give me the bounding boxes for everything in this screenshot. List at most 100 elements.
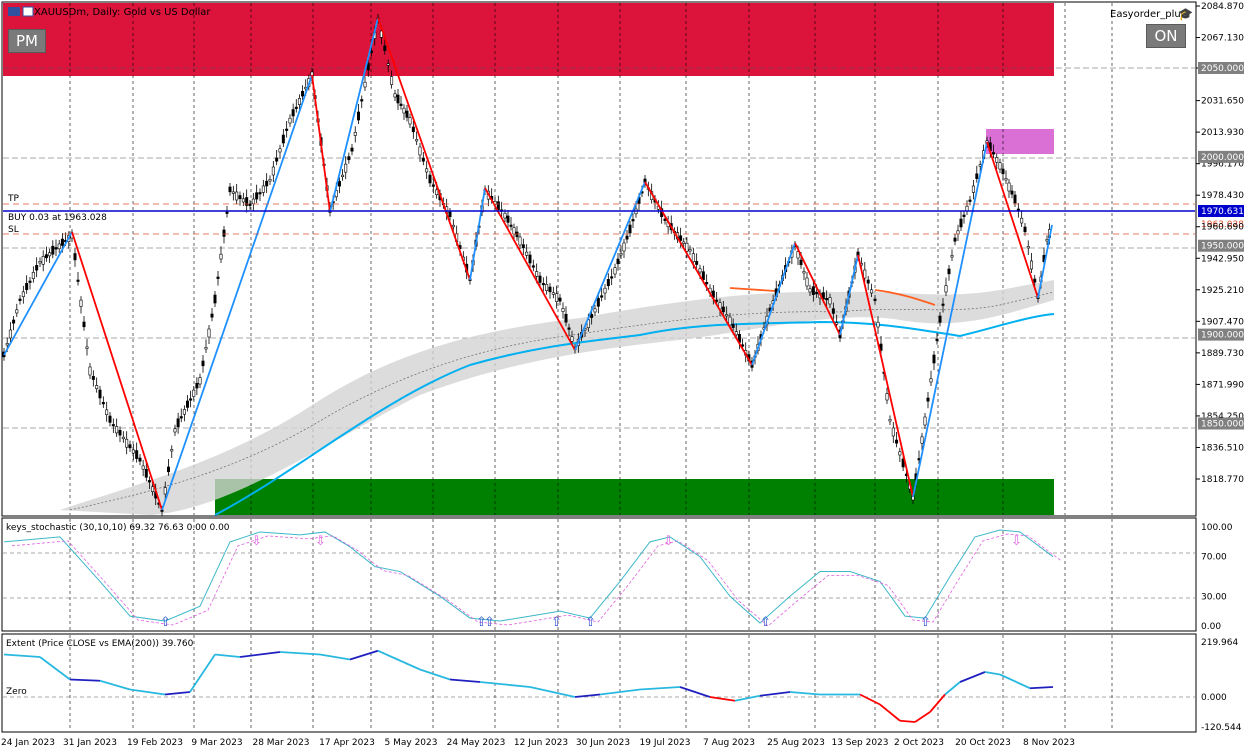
candle-body (503, 212, 507, 219)
candle-body (248, 203, 252, 206)
window-icon (22, 6, 34, 17)
candle-body (725, 314, 729, 317)
extent-segment (944, 681, 961, 696)
candle-body (895, 439, 899, 444)
candle-body (616, 258, 620, 265)
candle-body (261, 185, 265, 193)
candle-body (31, 271, 35, 279)
level-price-tag-text: 2050.000 (1201, 64, 1244, 74)
candle-body (1010, 190, 1014, 195)
candle-body (496, 201, 500, 210)
candle-body (341, 174, 345, 178)
candle-body (885, 393, 889, 401)
extent-segment (914, 711, 931, 723)
zigzag-segment (161, 74, 313, 511)
candle-body (125, 438, 129, 448)
candle-body (379, 30, 383, 38)
extent-segment (679, 686, 711, 698)
pm-button[interactable]: PM (8, 29, 46, 53)
candle-body (531, 265, 535, 268)
envelope-mid (69, 291, 1055, 511)
candle-body (411, 126, 415, 133)
level-price-tag (1198, 239, 1244, 252)
extent-segment (859, 693, 881, 706)
date-tick-label: 9 Mar 2023 (191, 738, 242, 748)
price-tick-label: 1925.210 (1201, 286, 1244, 296)
candle-body (144, 468, 148, 478)
candle-body (399, 103, 403, 106)
candle-body (8, 329, 12, 339)
candle-body (538, 275, 542, 283)
sl-price-tag-text: 1963.028 (1201, 220, 1244, 230)
candle-body (631, 219, 635, 222)
candle-body (131, 449, 135, 454)
extent-segment (39, 656, 71, 681)
expert-hat-icon: 🎓 (1178, 7, 1193, 21)
candle-body (1045, 239, 1049, 242)
candle-body (431, 184, 435, 187)
arrow-up-icon: ⇧ (551, 615, 562, 630)
price-tick-label: 1854.250 (1201, 412, 1244, 422)
candle-body (285, 128, 289, 131)
candle-body (353, 132, 357, 136)
buy-label: BUY 0.03 at 1963.028 (8, 213, 107, 223)
candle-body (808, 288, 812, 293)
candle-body (91, 376, 95, 380)
candle-body (698, 268, 702, 273)
extent-segment (599, 688, 641, 696)
extent-segment (789, 691, 821, 696)
extent-segment (279, 651, 321, 656)
extent-segment (984, 671, 1001, 676)
candle-body (978, 164, 982, 167)
candle-body (204, 347, 208, 350)
price-tick-label: 1907.470 (1201, 317, 1244, 327)
arrow-down-icon: ⇩ (315, 534, 326, 549)
arrow-up-icon: ⇧ (476, 615, 487, 630)
level-price-tag (1198, 417, 1244, 430)
candle-body (258, 192, 262, 195)
candle-body (603, 287, 607, 294)
on-button[interactable]: ON (1146, 24, 1186, 48)
candle-body (275, 157, 279, 162)
candle-body (898, 451, 902, 456)
candle-body (301, 90, 305, 97)
date-tick-label: 24 Jan 2023 (1, 738, 55, 748)
candle-body (811, 286, 815, 295)
candle-body (870, 289, 874, 294)
candle-body (956, 230, 960, 235)
candle-body (222, 229, 226, 237)
extent-segment (349, 649, 379, 661)
candle-body (628, 224, 632, 234)
tp-label: TP (7, 194, 19, 204)
candle-body (528, 254, 532, 264)
extent-segment (574, 693, 601, 698)
candle-body (41, 255, 45, 265)
candle-body (688, 249, 692, 252)
candle-body (151, 486, 155, 492)
date-tick-label: 19 Jul 2023 (640, 738, 691, 748)
candle-body (251, 198, 255, 205)
candle-body (947, 268, 951, 275)
candle-body (619, 253, 623, 256)
candle-body (186, 400, 190, 408)
candle-body (799, 259, 803, 266)
candle-body (876, 321, 880, 328)
candle-body (448, 211, 452, 218)
grid-lines (3, 3, 1195, 731)
level-price-tag (1198, 328, 1244, 341)
candle-body (115, 426, 119, 434)
candle-body (962, 214, 966, 217)
date-axis: 24 Jan 2023 31 Jan 2023 19 Feb 2023 9 Mar 2… (1, 738, 1075, 748)
candle-body (425, 168, 429, 173)
candle-body (337, 180, 341, 187)
ema-envelope (60, 280, 1055, 516)
extent-label: Extent (Price CLOSE vs EMA(200)) 39.760 (6, 639, 194, 649)
candle-body (590, 314, 594, 318)
candle-body (25, 283, 29, 291)
candle-body (402, 107, 406, 114)
candle-body (920, 436, 924, 444)
candle-body (390, 76, 394, 85)
candle-body (518, 236, 522, 246)
candle-body (596, 298, 600, 307)
